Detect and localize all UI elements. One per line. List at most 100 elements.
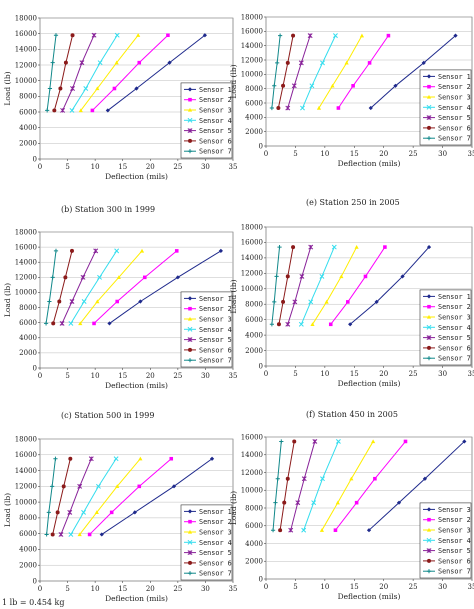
data-point	[351, 84, 355, 88]
legend-label: Sensor 4	[199, 326, 232, 334]
legend-swatch-marker	[187, 128, 193, 134]
legend-label: Sensor 2	[199, 96, 232, 104]
x-tick-label: 35	[468, 150, 474, 158]
legend-label: Sensor 3	[199, 529, 232, 537]
y-axis-title: Load (lb)	[3, 283, 12, 317]
legend-label: Sensor 6	[199, 137, 232, 145]
y-tick-label: 8000	[245, 301, 263, 309]
chart-panel: 0 2000 4000 6000 8000 10000 12000 14000 16000 180…	[3, 228, 237, 390]
legend-swatch-marker	[187, 571, 193, 576]
data-point	[348, 322, 353, 327]
data-point	[47, 299, 52, 304]
data-point	[114, 32, 120, 38]
data-point	[275, 476, 280, 481]
series-line	[370, 35, 456, 109]
data-point	[94, 510, 99, 515]
y-tick-label: 18000	[15, 228, 37, 236]
data-point	[285, 60, 290, 65]
data-point	[44, 532, 49, 537]
y-tick-label: 2000	[245, 128, 263, 136]
data-point	[373, 476, 377, 481]
legend-label: Sensor 6	[438, 344, 471, 352]
legend-swatch-marker	[187, 326, 193, 332]
x-tick-label: 5	[293, 150, 297, 158]
data-point	[174, 249, 179, 253]
data-point	[95, 483, 101, 489]
data-point	[68, 532, 74, 537]
legend-label: Sensor 4	[199, 117, 232, 125]
data-point	[92, 321, 96, 326]
legend-swatch-marker	[188, 306, 192, 311]
data-point	[61, 484, 66, 489]
x-axis-title: Deflection (mils)	[338, 159, 401, 168]
series-line	[70, 250, 118, 324]
data-point	[274, 274, 279, 279]
legend-swatch-marker	[187, 550, 193, 556]
data-point	[115, 484, 120, 489]
data-point	[45, 108, 50, 113]
data-point	[52, 108, 57, 113]
x-tick-label: 30	[201, 585, 210, 593]
legend-label: Sensor 2	[438, 83, 471, 91]
y-tick-label: 12000	[15, 61, 37, 69]
data-point	[279, 439, 284, 444]
legend-label: Sensor 5	[438, 114, 471, 122]
y-tick-label: 4000	[245, 331, 263, 339]
data-point	[58, 532, 64, 537]
data-point	[114, 60, 119, 65]
data-point	[81, 509, 87, 515]
y-tick-label: 2000	[19, 140, 37, 148]
data-point	[137, 484, 142, 489]
series-line	[45, 250, 57, 324]
data-point	[281, 83, 286, 88]
x-axis-title: Deflection (mils)	[338, 592, 401, 601]
y-tick-label: 14000	[15, 46, 37, 54]
legend-label: Sensor 2	[199, 518, 232, 526]
legend-label: Sensor 6	[438, 557, 471, 565]
data-point	[63, 275, 68, 280]
data-point	[55, 510, 60, 515]
x-tick-label: 25	[409, 370, 418, 378]
legend-swatch-marker	[187, 316, 193, 321]
x-tick-label: 30	[438, 370, 447, 378]
data-point	[311, 500, 317, 506]
data-point	[107, 321, 112, 326]
legend-label: Sensor 3	[199, 107, 232, 115]
series-line	[277, 35, 294, 109]
legend-swatch-marker	[187, 107, 193, 112]
x-tick-label: 5	[293, 370, 297, 378]
data-point	[282, 500, 287, 505]
y-tick-label: 6000	[19, 530, 37, 538]
data-point	[453, 33, 458, 38]
y-tick-label: 8000	[19, 93, 37, 101]
legend-swatch-marker	[426, 548, 432, 554]
x-tick-label: 25	[409, 150, 418, 158]
data-point	[79, 60, 85, 66]
legend-label: Sensor 3	[438, 527, 471, 535]
data-point	[285, 321, 291, 327]
data-point	[116, 275, 121, 280]
series-line	[278, 246, 294, 325]
data-point	[53, 248, 59, 253]
legend-swatch-marker	[187, 87, 193, 92]
data-point	[51, 321, 56, 326]
data-point	[167, 60, 172, 65]
data-point	[368, 105, 373, 111]
x-tick-label: 30	[201, 372, 210, 380]
data-point	[288, 527, 294, 533]
legend-swatch-marker	[188, 519, 192, 524]
data-point	[298, 60, 304, 66]
data-point	[114, 248, 120, 254]
data-point	[278, 528, 283, 533]
x-tick-label: 5	[65, 585, 69, 593]
data-point	[308, 244, 314, 250]
y-tick-label: 2000	[19, 562, 37, 570]
data-point	[301, 476, 307, 482]
data-point	[349, 476, 354, 481]
legend-swatch-marker	[426, 115, 432, 121]
data-point	[421, 60, 426, 65]
data-point	[354, 244, 359, 249]
series-line	[79, 250, 143, 324]
legend-label: Sensor 7	[438, 568, 471, 576]
data-point	[426, 244, 432, 250]
